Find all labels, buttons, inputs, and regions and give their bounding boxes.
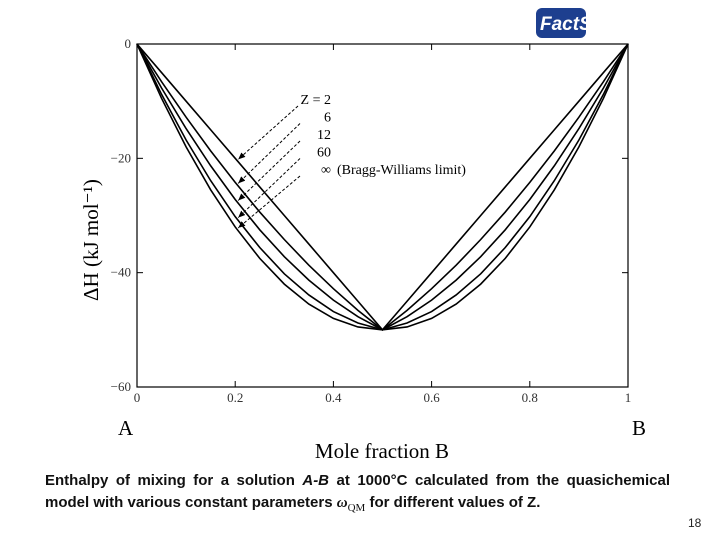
annotation-arrow	[237, 105, 299, 160]
caption-text: A-B	[302, 472, 330, 489]
annotation-arrow	[237, 175, 301, 229]
series-label: Z = 2	[301, 93, 331, 108]
annotation: (Bragg-Williams limit)	[337, 163, 466, 178]
chart: FactSage ΔH (kJ mol⁻¹) Mole fraction B A…	[79, 8, 646, 463]
annotation-arrow	[237, 158, 301, 219]
x-tick-label: 0.2	[227, 390, 243, 405]
annotation-arrow	[237, 140, 301, 201]
page-number: 18	[688, 516, 702, 530]
series-line	[136, 43, 629, 331]
left-label: A	[118, 416, 134, 440]
y-tick-label: −20	[111, 150, 131, 165]
series-label: ∞	[321, 163, 331, 178]
x-tick-label: 0.6	[423, 390, 440, 405]
series-label: 6	[324, 111, 331, 126]
series-label: 60	[317, 146, 331, 161]
right-label: B	[632, 416, 646, 440]
logo: FactSage	[540, 14, 625, 35]
y-tick-label: −60	[111, 379, 131, 394]
logo-badge	[536, 8, 586, 38]
series-label: 12	[317, 128, 331, 143]
series-line	[136, 43, 629, 331]
series-line	[136, 43, 629, 331]
x-tick-label: 0.4	[325, 390, 342, 405]
plot-frame	[136, 43, 629, 388]
caption: Enthalpy of mixing for a solution A-B at…	[45, 470, 670, 519]
caption-text: Enthalpy of mixing for a solution	[45, 472, 303, 489]
x-axis-label: Mole fraction B	[315, 439, 449, 463]
x-tick-label: 1	[625, 390, 632, 405]
caption-text: at 1000°C calculated from the quasichemi…	[45, 472, 670, 511]
caption-subscript: QM	[347, 502, 366, 514]
x-tick-label: 0	[134, 390, 141, 405]
series-line	[136, 43, 629, 332]
annotation-arrow	[237, 123, 301, 184]
caption-text: for different values of Z.	[365, 494, 541, 511]
y-tick-label: 0	[125, 36, 132, 51]
caption-symbol: ω	[336, 495, 348, 511]
y-axis-label: ΔH (kJ mol⁻¹)	[79, 179, 103, 301]
series-line	[136, 43, 629, 331]
x-tick-label: 0.8	[522, 390, 538, 405]
y-tick-label: −40	[111, 265, 131, 280]
